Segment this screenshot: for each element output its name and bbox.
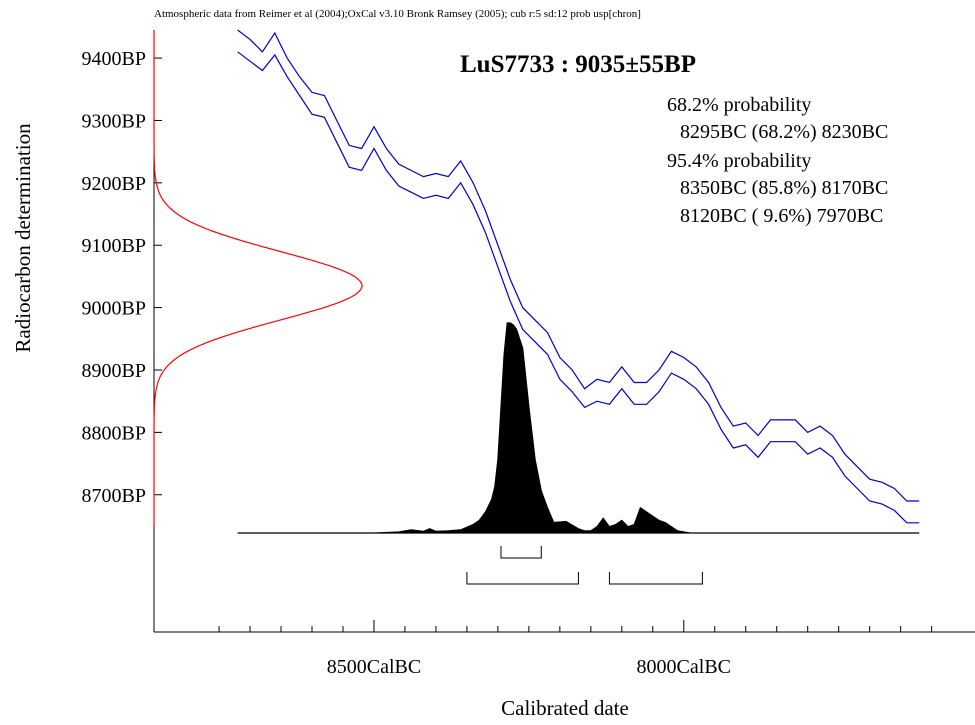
- axes-group: 9400BP 9300BP 9200BP 9100BP 9000BP 8900BP 8800…: [82, 30, 975, 678]
- range-68-bar: [500, 546, 542, 559]
- calibration-curve-group: [237, 29, 920, 524]
- y-tick-label: 9000BP: [82, 298, 146, 320]
- chart-title: LuS7733 : 9035±55BP: [460, 51, 696, 78]
- y-tick-label: 9400BP: [82, 48, 146, 70]
- calibration-curve-lower: [237, 51, 920, 524]
- range-bars-group: [466, 546, 703, 585]
- y-axis-title: Radiocarbon determination: [11, 123, 35, 353]
- calibrated-probability-distribution: [237, 322, 920, 534]
- y-tick-label: 8700BP: [82, 485, 146, 507]
- legend-95-heading: 95.4% probability: [667, 150, 811, 172]
- probability-distribution-group: [237, 322, 920, 534]
- range-95-bar: [608, 572, 703, 585]
- legend-68-heading: 68.2% probability: [667, 94, 811, 116]
- legend-68-range-1: 8295BC (68.2%) 8230BC: [680, 121, 888, 143]
- calibration-curve-upper: [237, 29, 920, 502]
- y-tick-label: 9300BP: [82, 110, 146, 132]
- x-tick-label: 8500CalBC: [327, 656, 421, 678]
- legend-95-range-2: 8120BC ( 9.6%) 7970BC: [680, 205, 883, 227]
- range-95-bar: [466, 572, 579, 585]
- y-tick-label: 8800BP: [82, 422, 146, 444]
- y-tick-label: 8900BP: [82, 360, 146, 382]
- y-tick-label: 9200BP: [82, 173, 146, 195]
- chart-header: Atmospheric data from Reimer et al (2004…: [154, 8, 641, 20]
- y-tick-label: 9100BP: [82, 235, 146, 257]
- radiocarbon-measurement-curve: [153, 30, 363, 526]
- x-axis-title: Calibrated date: [501, 696, 629, 720]
- x-tick-label: 8000CalBC: [637, 656, 731, 678]
- legend-95-range-1: 8350BC (85.8%) 8170BC: [680, 177, 888, 199]
